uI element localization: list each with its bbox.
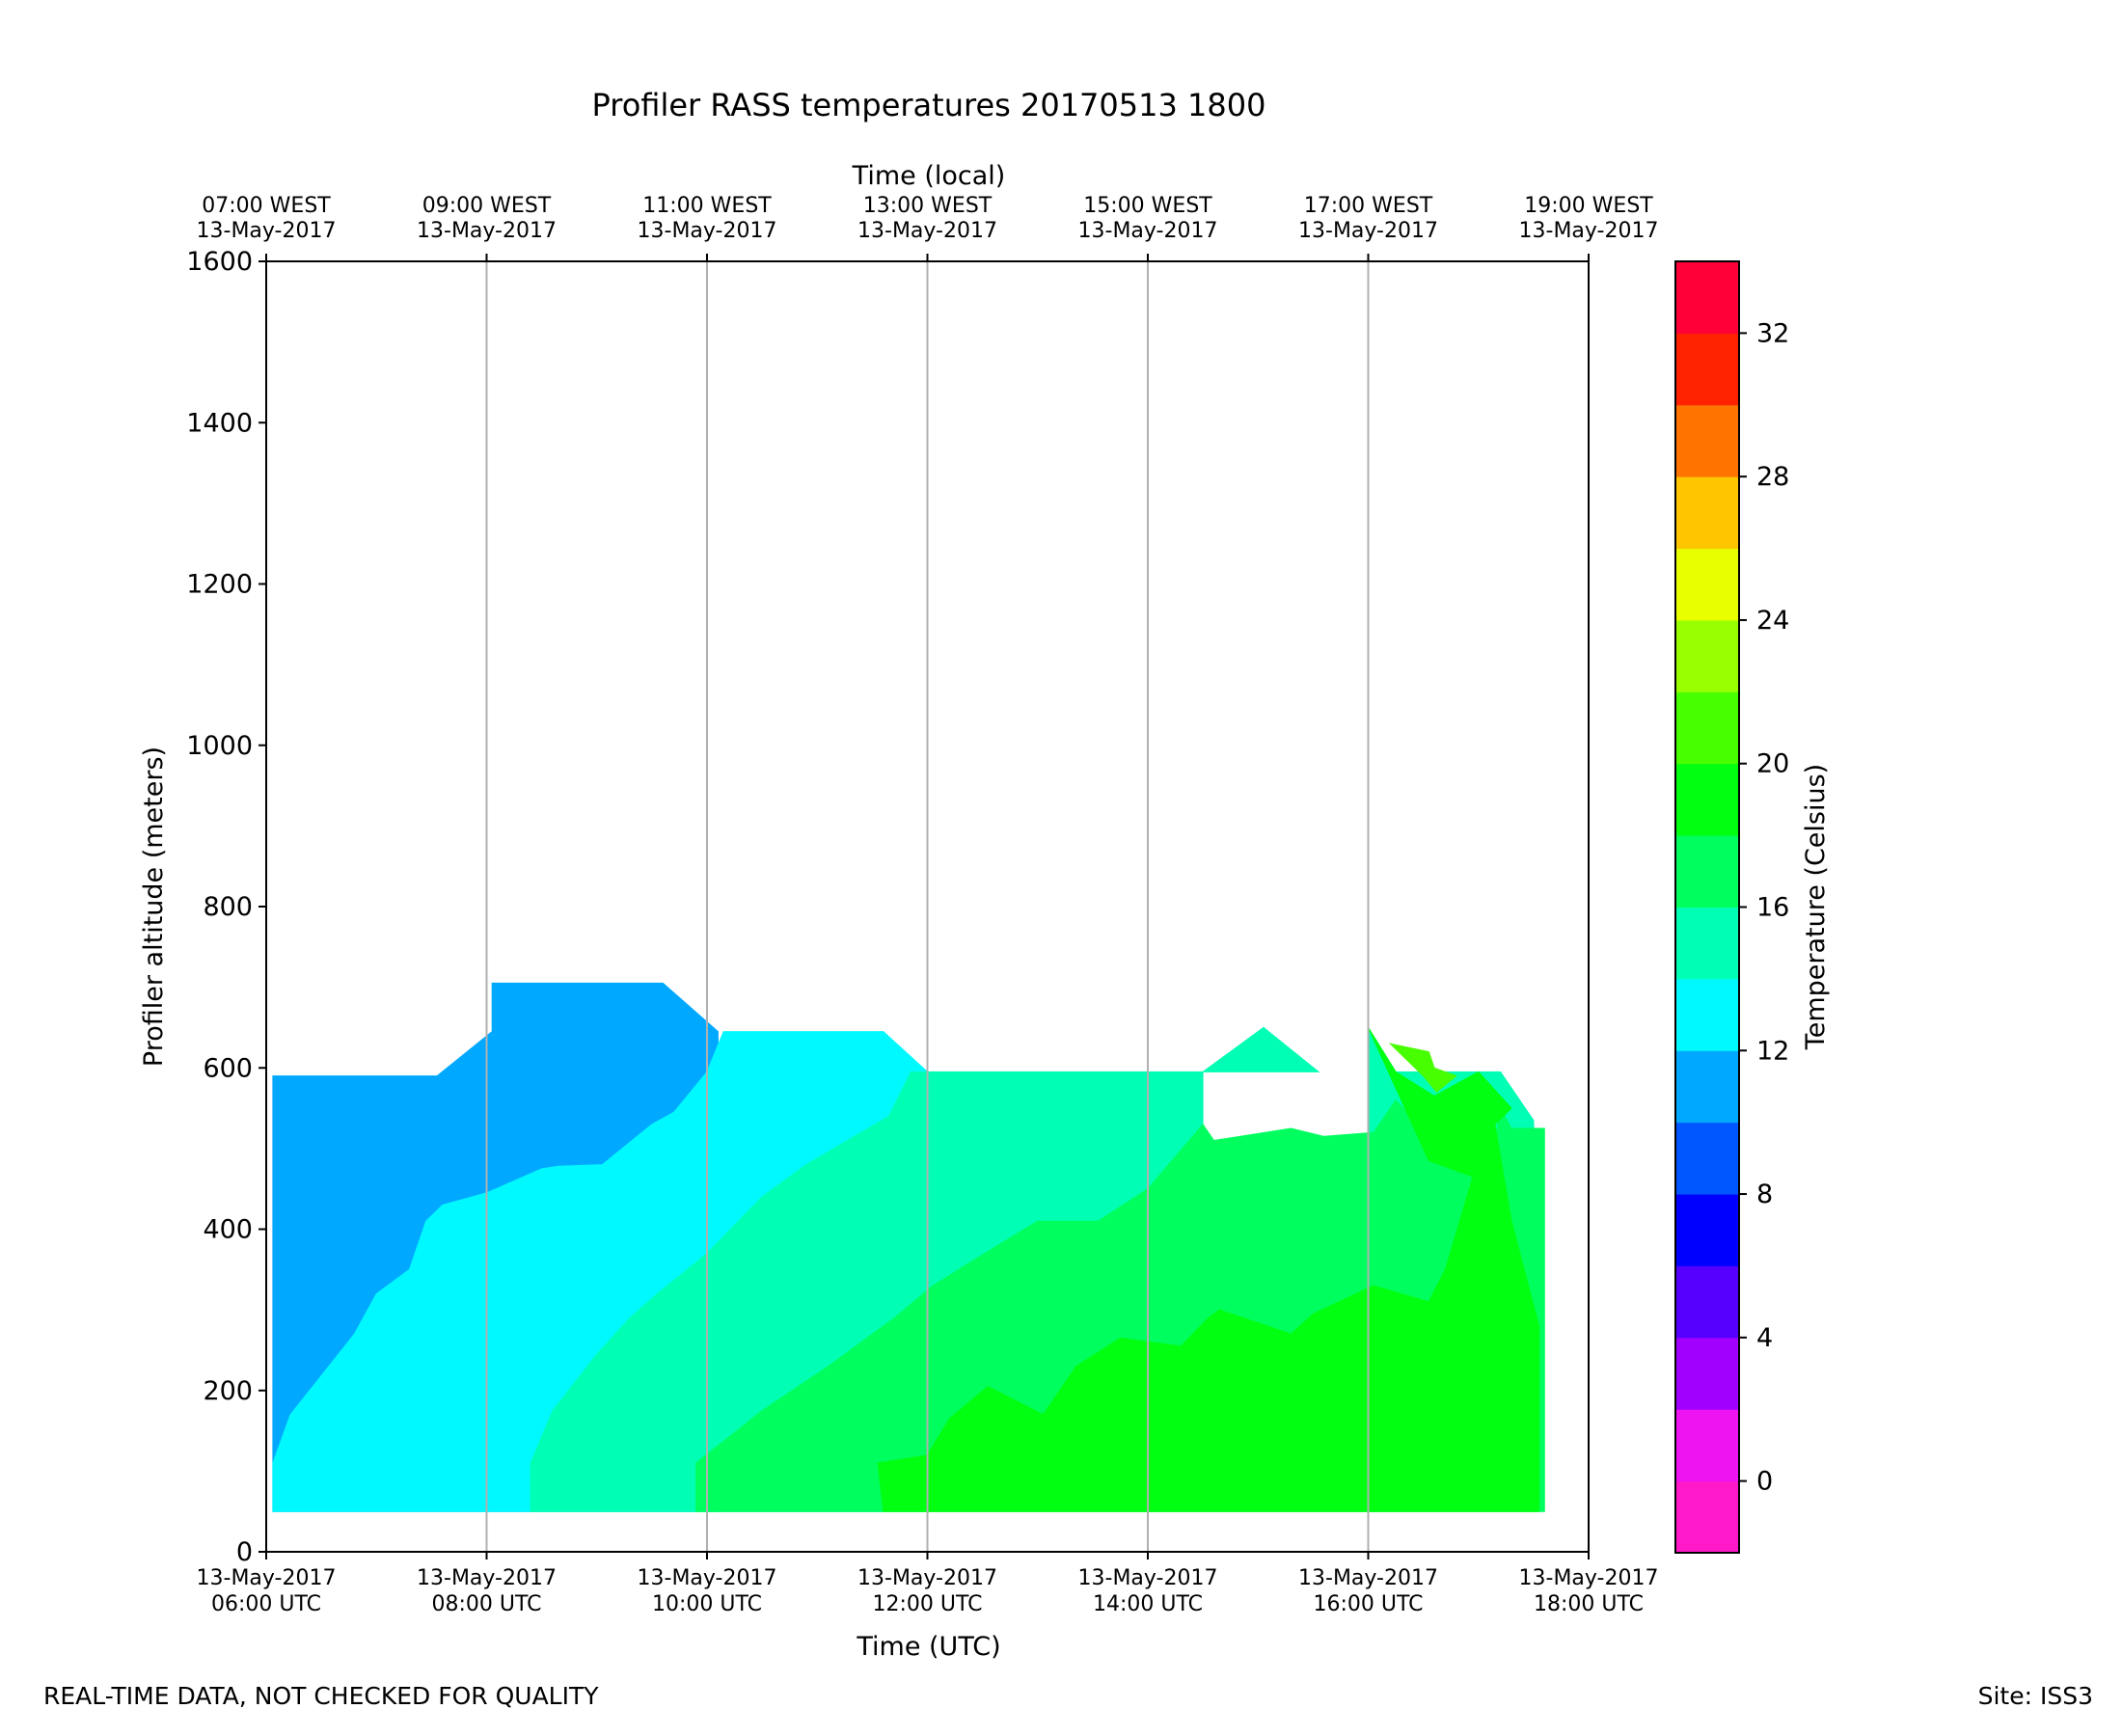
top-tick-date: 13-May-2017 — [1298, 219, 1438, 243]
colorbar-segment — [1675, 1265, 1739, 1339]
colorbar-tick-label: 20 — [1756, 749, 1789, 779]
x-tick-time: 14:00 UTC — [1093, 1592, 1203, 1616]
top-tick-time: 09:00 WEST — [422, 194, 552, 218]
x-tick-date: 13-May-2017 — [1078, 1566, 1218, 1590]
top-tick-date: 13-May-2017 — [638, 219, 777, 243]
y-tick-label: 600 — [203, 1053, 253, 1083]
colorbar — [1675, 261, 1739, 1554]
y-tick-label: 400 — [203, 1215, 253, 1245]
x-tick-time: 18:00 UTC — [1534, 1592, 1644, 1616]
contour-region-5 — [1388, 1043, 1457, 1094]
colorbar-tick-label: 12 — [1756, 1036, 1789, 1066]
x-tick-time: 10:00 UTC — [652, 1592, 762, 1616]
colorbar-segment — [1675, 1050, 1739, 1124]
vertical-gridlines — [485, 261, 1370, 1552]
colorbar-tick-label: 32 — [1756, 318, 1789, 348]
colorbar-segment — [1675, 619, 1739, 692]
colorbar-segment — [1675, 333, 1739, 406]
colorbar-segment — [1675, 1409, 1739, 1482]
colorbar-segment — [1675, 548, 1739, 621]
colorbar-segment — [1675, 1122, 1739, 1195]
y-tick-label: 1600 — [186, 247, 253, 277]
x-tick-date: 13-May-2017 — [857, 1566, 997, 1590]
colorbar-segment — [1675, 404, 1739, 477]
colorbar-segment — [1675, 1194, 1739, 1266]
top-tick-time: 15:00 WEST — [1083, 194, 1212, 218]
top-tick-date: 13-May-2017 — [197, 219, 337, 243]
x-tick-time: 12:00 UTC — [872, 1592, 982, 1616]
x-tick-date: 13-May-2017 — [1519, 1566, 1659, 1590]
quality-disclaimer: REAL-TIME DATA, NOT CHECKED FOR QUALITY — [43, 1682, 599, 1710]
top-tick-date: 13-May-2017 — [417, 219, 557, 243]
top-tick-date: 13-May-2017 — [1519, 219, 1659, 243]
colorbar-tick-label: 8 — [1756, 1180, 1773, 1209]
top-tick-date: 13-May-2017 — [857, 219, 997, 243]
y-tick-label: 800 — [203, 892, 253, 922]
top-tick-time: 07:00 WEST — [202, 194, 331, 218]
y-tick-label: 1400 — [186, 408, 253, 438]
x-tick-time: 16:00 UTC — [1313, 1592, 1423, 1616]
contour-fill-regions — [272, 982, 1545, 1512]
site-label: Site: ISS3 — [1977, 1682, 2093, 1710]
colorbar-segment — [1675, 261, 1739, 334]
top-tick-time: 13:00 WEST — [863, 194, 993, 218]
x-tick-date: 13-May-2017 — [197, 1566, 337, 1590]
colorbar-segment — [1675, 835, 1739, 908]
x-tick-date: 13-May-2017 — [638, 1566, 777, 1590]
top-tick-time: 19:00 WEST — [1524, 194, 1653, 218]
colorbar-segment — [1675, 1480, 1739, 1554]
chart-title: Profiler RASS temperatures 20170513 1800 — [592, 87, 1266, 123]
top-tick-date: 13-May-2017 — [1078, 219, 1218, 243]
x-tick-date: 13-May-2017 — [1298, 1566, 1438, 1590]
colorbar-segment — [1675, 692, 1739, 765]
top-tick-time: 17:00 WEST — [1304, 194, 1433, 218]
colorbar-segment — [1675, 978, 1739, 1051]
colorbar-segment — [1675, 476, 1739, 550]
top-axis-label: Time (local) — [852, 161, 1006, 191]
contour-region-4 — [877, 1027, 1540, 1512]
x-tick-date: 13-May-2017 — [417, 1566, 557, 1590]
colorbar-tick-label: 16 — [1756, 893, 1789, 923]
y-tick-label: 0 — [236, 1537, 253, 1567]
y-axis-label: Profiler altitude (meters) — [139, 746, 169, 1067]
y-axis-ticks: 0 200 400 600 800 1000 1200 1400 1600 — [186, 247, 266, 1567]
x-tick-time: 08:00 UTC — [431, 1592, 541, 1616]
y-tick-label: 200 — [203, 1376, 253, 1406]
colorbar-segment — [1675, 907, 1739, 980]
colorbar-label: Temperature (Celsius) — [1801, 764, 1831, 1050]
top-tick-time: 11:00 WEST — [642, 194, 772, 218]
colorbar-tick-label: 0 — [1756, 1467, 1773, 1497]
x-tick-time: 06:00 UTC — [211, 1592, 321, 1616]
colorbar-segment — [1675, 1337, 1739, 1410]
y-tick-label: 1200 — [186, 570, 253, 600]
colorbar-tick-label: 28 — [1756, 462, 1789, 492]
y-tick-label: 1000 — [186, 731, 253, 761]
x-axis-label: Time (UTC) — [856, 1632, 1000, 1662]
colorbar-segment — [1675, 763, 1739, 836]
colorbar-tick-label: 4 — [1756, 1323, 1773, 1353]
colorbar-tick-label: 24 — [1756, 606, 1789, 636]
colorbar-ticks: 0 4 8 12 16 20 24 28 32 — [1739, 318, 1789, 1497]
